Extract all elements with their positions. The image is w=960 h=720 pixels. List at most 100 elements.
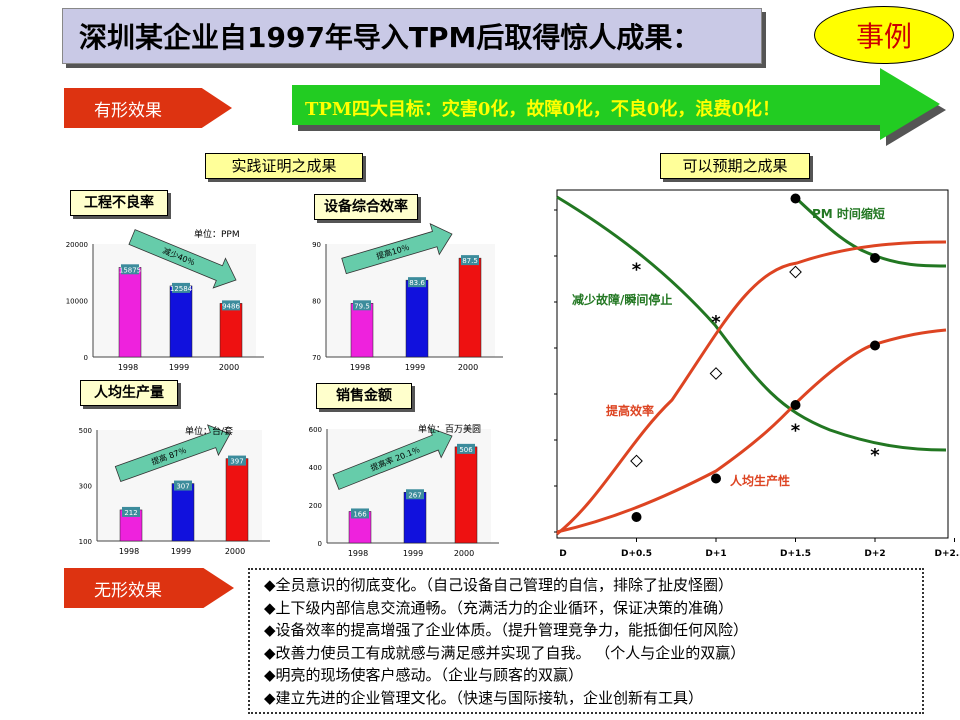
list-item: ◆改善力使员工有成就感与满足感并实现了自我。 （个人与企业的双赢）: [264, 643, 746, 662]
series-label: 提高效率: [606, 403, 654, 418]
x-tick-label: D+0.5: [621, 549, 652, 559]
value-label-bg: [461, 255, 479, 266]
x-tick-label: 1999: [403, 549, 423, 558]
list-item: ◆全员意识的彻底变化。（自己设备自己管理的自信，排除了扯皮怪圈）: [264, 576, 734, 594]
x-tick-label: D+2: [864, 549, 885, 559]
y-tick-label: 0: [84, 354, 88, 362]
expected-results-label: 可以预期之成果: [660, 153, 810, 179]
curve-productivity: [556, 328, 947, 534]
list-item: ◆上下级内部信息交流通畅。（充满活力的企业循环，保证决策的准确）: [264, 598, 734, 617]
point-marker: [630, 454, 643, 468]
point-marker: [790, 193, 801, 204]
x-tick-label: D+1: [705, 549, 726, 559]
x-tick-label: 1999: [169, 363, 189, 372]
x-tick-label: 1998: [119, 547, 139, 556]
point-marker: *: [711, 312, 721, 333]
point-marker: [870, 253, 880, 263]
x-tick-label: 2000: [458, 363, 478, 372]
unit-label: 单位：台/套: [185, 425, 233, 437]
y-tick-label: 10000: [66, 298, 88, 306]
y-tick-label: 20000: [66, 241, 88, 249]
kpi-title-defect-rate: 工程不良率: [70, 190, 168, 216]
y-tick-label: 0: [318, 540, 322, 548]
x-tick-label: 1998: [118, 363, 138, 372]
curve-efficiency: [556, 240, 947, 536]
y-tick-label: 90: [312, 241, 321, 249]
value-label: 166: [353, 510, 367, 518]
kpi-title-productivity: 人均生产量: [80, 380, 178, 406]
intangible-effect-label: 无形效果: [64, 568, 234, 608]
goal-banner-text: TPM四大目标：灾害0化，故障0化，不良0化，浪费0化！: [305, 98, 780, 120]
value-label: 12584: [170, 285, 193, 293]
trend-arrow: [332, 427, 453, 490]
value-label-bg: [172, 282, 190, 293]
x-tick-label: 2000: [225, 547, 245, 556]
value-label: 506: [459, 446, 473, 454]
page-title: 深圳某企业自1997年导入TPM后取得惊人成果：: [62, 8, 762, 64]
point-marker: [870, 340, 880, 351]
x-tick-label: 1999: [171, 547, 191, 556]
value-label: 15875: [119, 266, 141, 274]
trend-arrow: [114, 424, 231, 483]
point-marker: *: [632, 260, 642, 281]
point-marker: *: [791, 421, 801, 442]
trend-plot-frame: [556, 189, 949, 539]
tangible-effect-label: 有形效果: [64, 88, 232, 128]
curve-failure-reduction: [556, 195, 947, 452]
value-label: 79.5: [354, 302, 370, 310]
intangible-effects-list: ◆全员意识的彻底变化。（自己设备自己管理的自信，排除了扯皮怪圈） ◆上下级内部信…: [248, 568, 924, 714]
value-label: 397: [230, 458, 243, 466]
x-tick-label: D+2.5年: [935, 547, 960, 559]
value-label: 212: [124, 509, 137, 517]
point-marker: [631, 512, 642, 522]
x-tick-label: 1999: [405, 363, 425, 372]
value-label: 307: [176, 483, 189, 491]
y-tick-label: 80: [312, 298, 321, 306]
value-label-bg: [121, 264, 139, 275]
unit-label: 单位：PPM: [194, 228, 240, 240]
point-marker: [790, 400, 801, 410]
value-label: 9486: [222, 302, 240, 310]
series-label: 人均生产性: [730, 473, 790, 488]
list-item: ◆设备效率的提高增强了企业体质。（提升管理竞争力，能抵御任何风险）: [264, 621, 749, 639]
value-label-bg: [122, 506, 140, 517]
x-tick-label: D+1.5: [780, 549, 811, 559]
x-tick-label: 1998: [350, 363, 370, 372]
bar-chart-0: 01000020000减少40％单位：PPM158751998125841999…: [66, 228, 264, 372]
value-label-bg: [408, 277, 426, 288]
value-label: 267: [408, 491, 421, 499]
value-label-bg: [351, 508, 369, 519]
point-marker: [711, 473, 721, 484]
y-tick-label: 500: [79, 427, 92, 435]
y-tick-label: 100: [79, 538, 92, 546]
x-tick-label: 2000: [454, 549, 474, 558]
y-tick-label: 200: [309, 502, 322, 510]
list-item: ◆建立先进的企业管理文化。（快速与国际接轨，企业创新有工具）: [264, 688, 704, 707]
trend-arrow: [341, 223, 453, 275]
y-tick-label: 600: [309, 426, 322, 434]
proven-results-label: 实践证明之成果: [205, 153, 363, 179]
point-marker: [789, 265, 802, 279]
point-marker: [709, 367, 723, 380]
x-tick-label: 2000: [219, 363, 239, 372]
value-label-bg: [353, 300, 371, 311]
unit-label: 单位：百万美圆: [418, 423, 481, 435]
list-item: ◆明亮的现场使客户感动。（企业与顾客的双赢）: [264, 666, 584, 684]
x-tick-label: 1998: [348, 549, 368, 558]
y-tick-label: 400: [309, 464, 322, 472]
y-tick-label: 70: [312, 354, 321, 362]
example-badge: 事例: [814, 6, 954, 64]
series-label: PM 时间缩短: [812, 206, 885, 221]
kpi-title-oee: 设备综合效率: [314, 194, 418, 220]
series-label: 减少故障/瞬间停止: [572, 292, 672, 307]
value-label-bg: [457, 443, 475, 454]
value-label-bg: [174, 480, 192, 491]
value-label: 83.6: [409, 279, 425, 287]
value-label: 87.5: [462, 257, 478, 265]
